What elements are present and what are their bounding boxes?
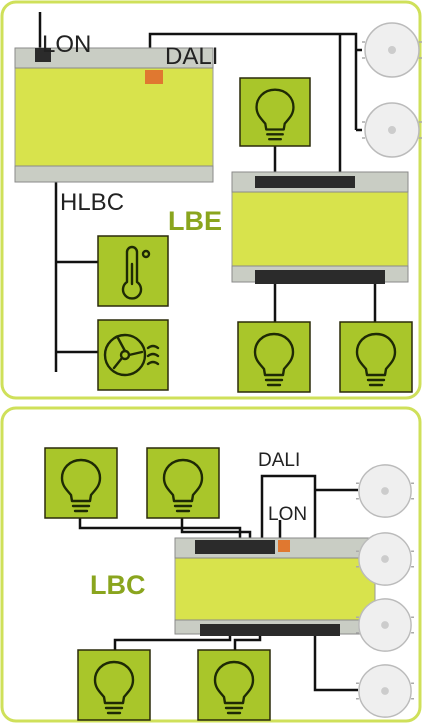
bulb-box	[45, 448, 117, 518]
lbe-device	[255, 270, 385, 284]
top-panel: LON DALI HLBC LBE	[2, 2, 422, 398]
body: {"top": {"lon": "LON", "dali": "DALI", "…	[0, 0, 422, 724]
bulb-box	[198, 650, 270, 720]
lbe-device	[232, 172, 408, 284]
diagram: LON DALI HLBC LBE	[0, 0, 422, 724]
hlbc-device	[15, 166, 213, 182]
lbc-device	[175, 555, 375, 623]
bulb-box	[147, 448, 219, 518]
dali-label: DALI	[258, 450, 300, 471]
dali-label: DALI	[165, 43, 218, 70]
fan-box	[98, 320, 168, 390]
lbc-device	[195, 540, 275, 554]
bulb-box	[240, 78, 310, 146]
lbe-device	[255, 176, 355, 188]
lon-label: LON	[42, 31, 91, 58]
bulb-box	[240, 78, 310, 146]
lbc-device	[200, 624, 340, 636]
lbc-label: LBC	[90, 570, 146, 600]
page: Diagram html, body { margin: 0; padding:…	[0, 0, 422, 724]
hlbc-device	[15, 62, 213, 174]
bulb-box	[238, 322, 310, 392]
bulb-box	[78, 650, 150, 720]
hlbc-label: HLBC	[60, 189, 124, 216]
lon-label: LON	[268, 504, 307, 525]
lbc-device	[175, 538, 375, 636]
thermometer-box	[98, 236, 168, 306]
bulb-box	[340, 322, 412, 392]
lbe-device	[232, 190, 408, 268]
lbe-label: LBE	[168, 206, 222, 236]
bottom-panel: DALI LON LBC	[2, 408, 420, 721]
hlbc-device	[145, 70, 163, 84]
lbc-device	[278, 540, 290, 552]
